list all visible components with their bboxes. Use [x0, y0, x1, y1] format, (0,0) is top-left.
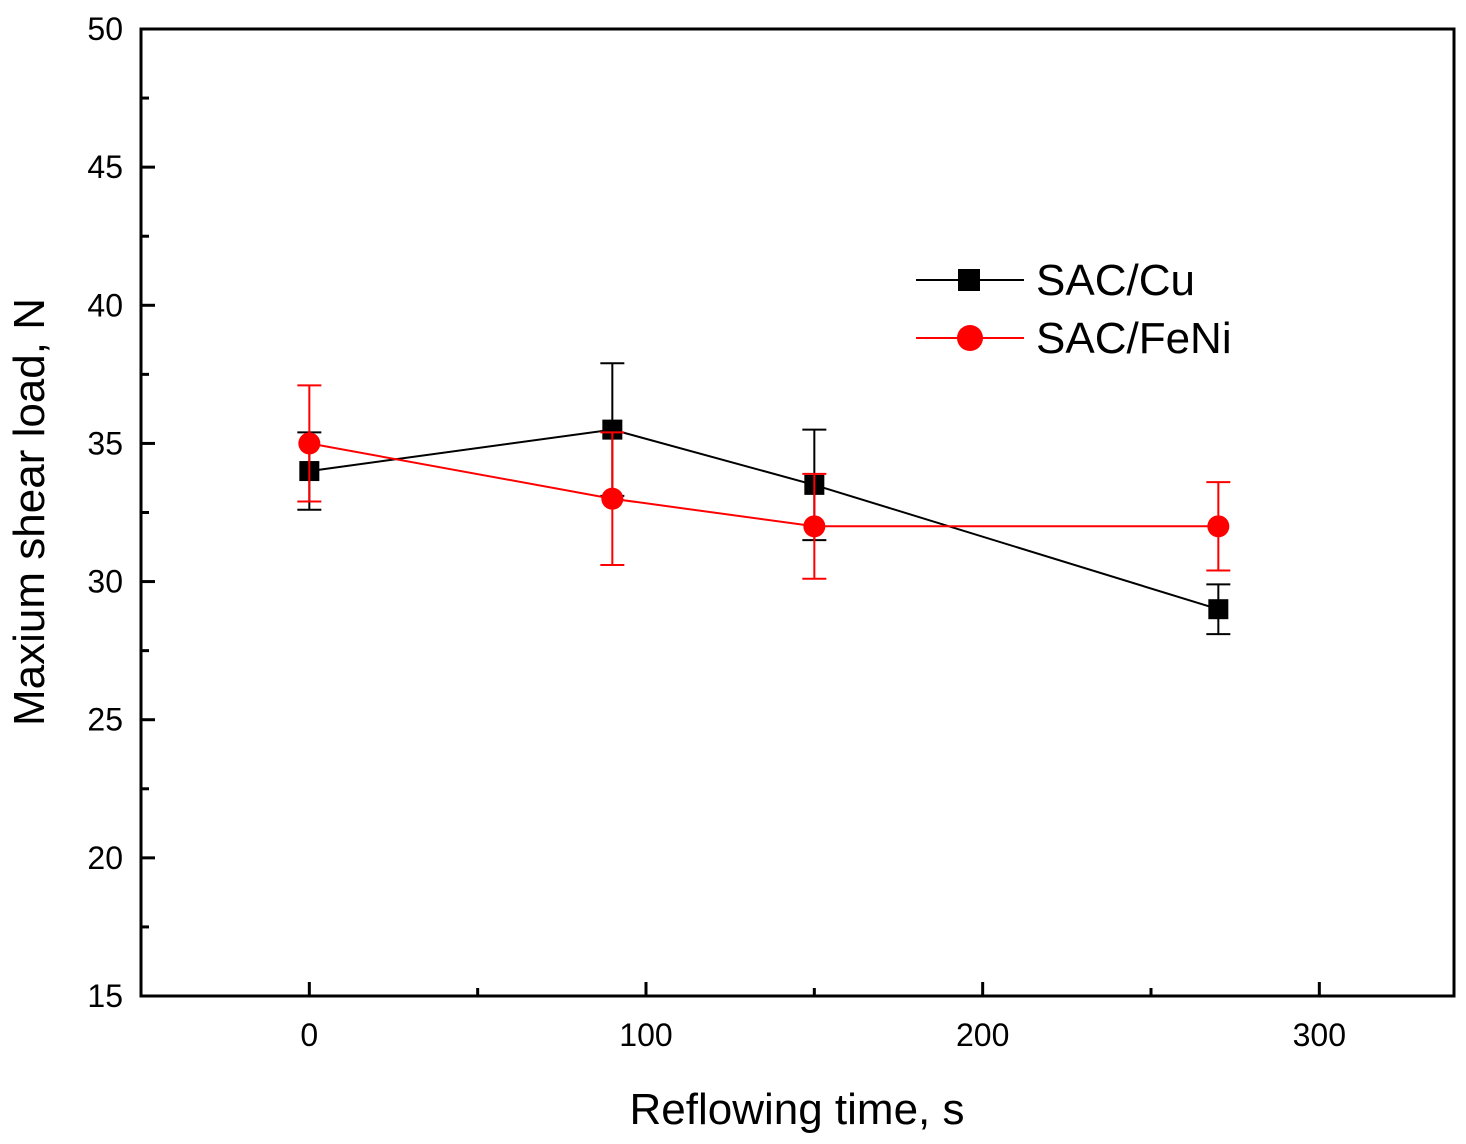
data-point-sac-feni — [1207, 515, 1230, 538]
y-tick-label: 35 — [87, 425, 123, 461]
y-tick-label: 40 — [87, 287, 123, 323]
legend-marker-sac-cu — [958, 269, 980, 291]
x-tick-label: 300 — [1293, 1017, 1346, 1053]
x-tick-labels: 0 100 200 300 — [300, 1017, 1346, 1053]
y-tick-label: 15 — [87, 978, 123, 1014]
x-tick-label: 200 — [956, 1017, 1009, 1053]
plot-frame — [139, 27, 1456, 998]
data-point-sac-feni — [601, 487, 624, 510]
legend-label-sac-feni: SAC/FeNi — [1036, 314, 1232, 363]
y-tick-label: 20 — [87, 840, 123, 876]
y-tick-label: 50 — [87, 11, 123, 47]
x-tick-label: 100 — [619, 1017, 672, 1053]
y-tick-label: 45 — [87, 149, 123, 185]
y-tick-label: 25 — [87, 702, 123, 738]
y-axis-title: Maxium shear load, N — [5, 298, 54, 726]
series-line-sac-feni — [309, 442, 1219, 528]
series-layer — [297, 362, 1231, 636]
data-point-sac-cu — [1208, 599, 1229, 620]
x-tick-label: 0 — [300, 1017, 318, 1053]
series-sac-cu — [297, 362, 1231, 636]
legend-item-sac-feni: SAC/FeNi — [916, 314, 1232, 363]
legend-label-sac-cu: SAC/Cu — [1036, 256, 1195, 305]
data-point-sac-feni — [298, 432, 321, 455]
legend-item-sac-cu: SAC/Cu — [916, 256, 1195, 305]
series-sac-feni — [297, 384, 1231, 580]
y-tick-labels: 15 20 25 30 35 40 45 50 — [87, 11, 123, 1014]
x-axis-title: Reflowing time, s — [629, 1085, 964, 1134]
data-point-sac-cu — [602, 419, 623, 440]
legend: SAC/Cu SAC/FeNi — [916, 256, 1232, 363]
y-tick-label: 30 — [87, 564, 123, 600]
data-point-sac-feni — [803, 515, 826, 538]
legend-marker-sac-feni — [957, 325, 983, 351]
axis-ticks — [141, 27, 1321, 998]
series-line-sac-cu — [309, 428, 1219, 611]
